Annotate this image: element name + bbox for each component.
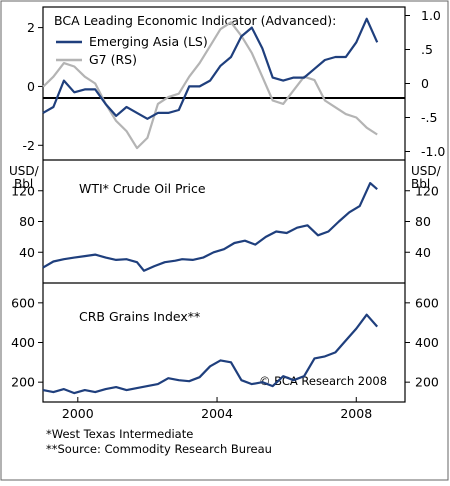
right-tick-label-p1: 1.0 [421, 8, 441, 23]
right-tick-label-p2: 80 [415, 214, 431, 229]
legend-label-g7: G7 (RS) [89, 52, 137, 67]
footnote-1: *West Texas Intermediate [46, 427, 193, 441]
x-tick-label: 2004 [201, 406, 233, 421]
right-tick-label-p3: 400 [415, 335, 439, 350]
right-tick-label-p1: -1.0 [421, 144, 445, 159]
right-tick-label-p3: 600 [415, 295, 439, 310]
legend-label-asia: Emerging Asia (LS) [89, 34, 208, 49]
units-left-line2: Bbl [14, 177, 33, 191]
panel1-title: BCA Leading Economic Indicator (Advanced… [54, 13, 336, 28]
copyright-annotation: © BCA Research 2008 [259, 374, 387, 388]
units-right-line1: USD/ [411, 164, 442, 178]
left-tick-label-p2: 80 [19, 214, 35, 229]
units-right-line2: Bbl [411, 177, 430, 191]
left-tick-label-p3: 400 [11, 335, 35, 350]
panel3-title: CRB Grains Index** [79, 309, 200, 324]
right-tick-label-p2: 120 [415, 183, 439, 198]
x-tick-label: 2008 [340, 406, 372, 421]
series-line-g7 [42, 21, 378, 150]
panel2-title: WTI* Crude Oil Price [79, 181, 206, 196]
series-line-p2 [42, 182, 378, 272]
right-tick-label-p1: .5 [421, 42, 433, 57]
left-tick-label-p1: 2 [27, 20, 35, 35]
series-line-p3 [42, 313, 379, 395]
units-left-line1: USD/ [9, 164, 40, 178]
right-tick-label-p1: -.5 [421, 110, 437, 125]
left-tick-label-p2: 120 [11, 183, 35, 198]
footnote-2: **Source: Commodity Research Bureau [46, 442, 272, 456]
left-tick-label-p3: 600 [11, 295, 35, 310]
left-tick-label-p2: 40 [19, 245, 35, 260]
right-tick-label-p1: 0 [421, 76, 429, 91]
x-tick-label: 2000 [62, 406, 94, 421]
left-tick-label-p1: -2 [23, 138, 35, 153]
plot-frame [42, 6, 406, 403]
left-tick-label-p3: 200 [11, 375, 35, 390]
series-line-emerging-asia [42, 17, 379, 120]
right-tick-label-p3: 200 [415, 375, 439, 390]
chart-marks: 2 0 -2 1.0 .5 0 -.5 -1.0 120 120 80 80 40 40 600 600 400… [11, 8, 445, 421]
left-tick-label-p1: 0 [27, 79, 35, 94]
right-tick-label-p2: 40 [415, 245, 431, 260]
